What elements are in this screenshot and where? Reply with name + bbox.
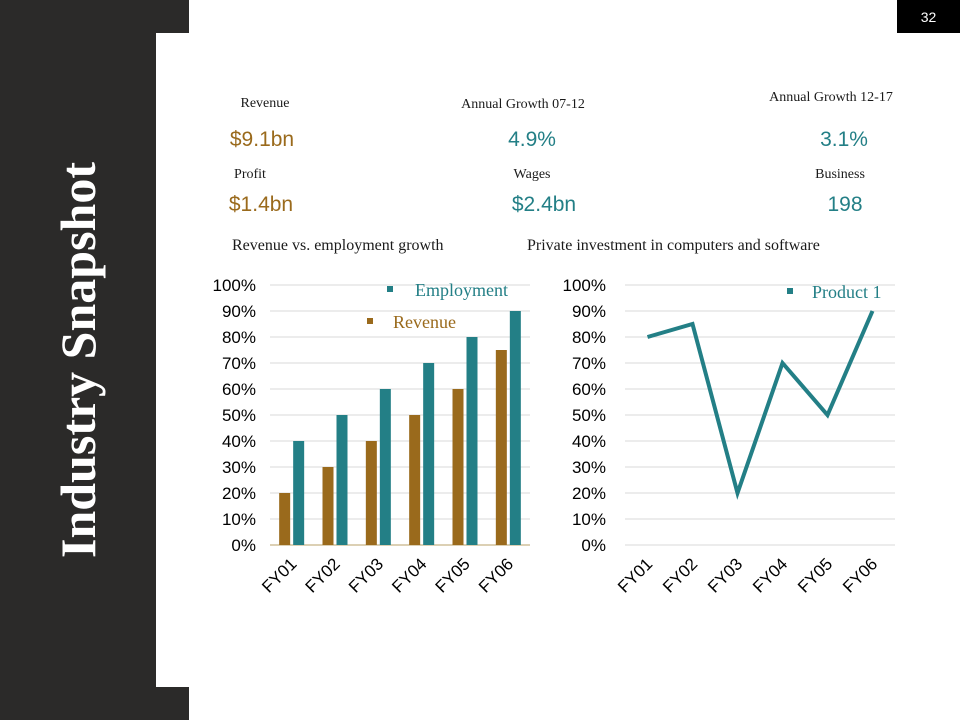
chart2-xtick-label: FY03 xyxy=(704,554,746,596)
chart2-ytick-label: 80% xyxy=(572,328,606,347)
chart1-bar-employment xyxy=(466,337,478,545)
growth-12-17-label: Annual Growth 12-17 xyxy=(769,90,893,105)
chart1-bar-revenue xyxy=(365,441,377,545)
chart2-ytick-label: 90% xyxy=(572,302,606,321)
chart1-ytick-label: 90% xyxy=(222,302,256,321)
revenue-value: $9.1bn xyxy=(229,128,295,151)
wages-value: $2.4bn xyxy=(511,193,577,216)
chart2-xtick-label: FY06 xyxy=(839,554,881,596)
chart1-bar-revenue xyxy=(409,415,421,545)
growth-07-12-value: 4.9% xyxy=(508,128,556,151)
chart1-xtick-label: FY06 xyxy=(475,554,517,596)
chart1-ytick-label: 80% xyxy=(222,328,256,347)
chart1-ytick-label: 20% xyxy=(222,484,256,503)
chart1-ytick-label: 60% xyxy=(222,380,256,399)
wages-label: Wages xyxy=(513,167,551,182)
chart2-ytick-label: 20% xyxy=(572,484,606,503)
chart2-xtick-label: FY05 xyxy=(794,554,836,596)
chart1-ytick-label: 10% xyxy=(222,510,256,529)
chart2-xtick-label: FY01 xyxy=(614,554,656,596)
chart1-title: Revenue vs. employment growth xyxy=(232,237,444,254)
growth-12-17-value: 3.1% xyxy=(820,128,868,151)
chart1-bar-revenue xyxy=(452,389,464,545)
chart2-ytick-label: 30% xyxy=(572,458,606,477)
growth-07-12-label: Annual Growth 07-12 xyxy=(461,97,585,112)
chart1-ytick-label: 40% xyxy=(222,432,256,451)
chart1-xtick-label: FY04 xyxy=(388,554,430,596)
chart2-title: Private investment in computers and soft… xyxy=(527,237,820,254)
chart1-bar-revenue xyxy=(322,467,334,545)
chart1-legend-swatch xyxy=(387,286,393,292)
chart1-xtick-label: FY05 xyxy=(432,554,474,596)
chart1-bar-revenue xyxy=(495,350,507,545)
chart2-ytick-label: 100% xyxy=(563,276,606,295)
chart2-ytick-label: 10% xyxy=(572,510,606,529)
chart2-legend-swatch xyxy=(787,288,793,294)
chart1-ytick-label: 70% xyxy=(222,354,256,373)
chart2-xtick-label: FY02 xyxy=(659,554,701,596)
chart2-ytick-label: 40% xyxy=(572,432,606,451)
profit-label: Profit xyxy=(234,167,266,182)
chart2-xtick-label: FY04 xyxy=(749,554,791,596)
business-value: 198 xyxy=(827,193,863,216)
chart1-bar-employment xyxy=(379,389,391,545)
chart2-line-product-1 xyxy=(646,310,875,500)
chart1-xtick-label: FY03 xyxy=(345,554,387,596)
chart2-ytick-label: 60% xyxy=(572,380,606,399)
chart2-legend-label: Product 1 xyxy=(812,282,882,302)
chart1-xtick-label: FY01 xyxy=(258,554,300,596)
chart1-xtick-label: FY02 xyxy=(302,554,344,596)
chart1-bar-employment xyxy=(423,363,435,545)
revenue-label: Revenue xyxy=(240,96,290,111)
chart1-bar-revenue xyxy=(279,493,291,545)
chart1-bar-employment xyxy=(336,415,348,545)
chart1-ytick-label: 0% xyxy=(231,536,256,555)
chart1-ytick-label: 30% xyxy=(222,458,256,477)
business-label: Business xyxy=(815,167,865,182)
chart1-legend-label: Revenue xyxy=(393,312,456,332)
chart2-ytick-label: 70% xyxy=(572,354,606,373)
page-number: 32 xyxy=(897,0,960,33)
chart1-bar-employment xyxy=(293,441,305,545)
chart1-ytick-label: 100% xyxy=(213,276,256,295)
chart1-ytick-label: 50% xyxy=(222,406,256,425)
sidebar-accent-strip xyxy=(156,33,189,687)
chart2-ytick-label: 50% xyxy=(572,406,606,425)
chart1-legend-label: Employment xyxy=(415,280,508,300)
chart2-ytick-label: 0% xyxy=(581,536,606,555)
chart1-legend-swatch xyxy=(367,318,373,324)
profit-value: $1.4bn xyxy=(228,193,294,216)
chart1-bar-employment xyxy=(509,311,521,545)
